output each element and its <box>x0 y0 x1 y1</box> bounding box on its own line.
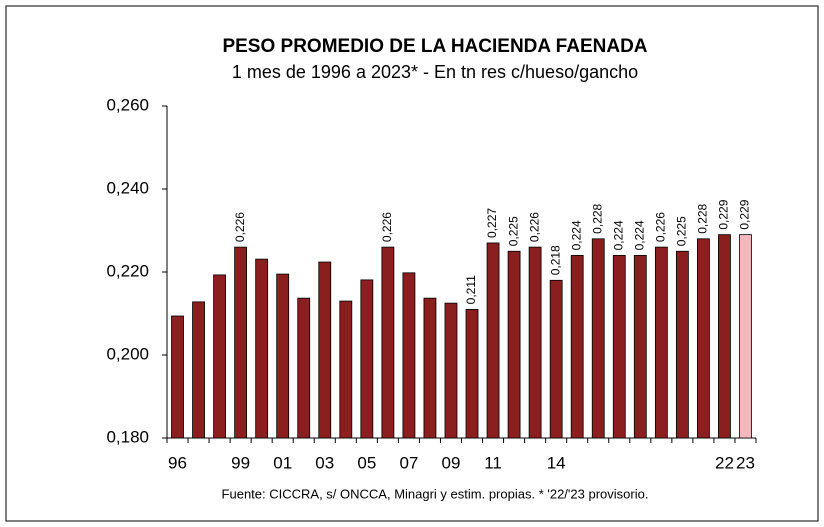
bar <box>549 279 563 439</box>
value-label: 0,211 <box>464 275 478 304</box>
value-label: 0,225 <box>675 216 689 246</box>
value-label: 0,226 <box>380 212 394 242</box>
bar <box>318 261 332 439</box>
bar <box>297 297 311 439</box>
x-tick-label: 99 <box>231 453 250 472</box>
x-tick-label: 22 <box>715 453 734 472</box>
bar <box>402 272 416 439</box>
y-tick-label: 0,240 <box>106 178 149 197</box>
bar <box>381 246 395 439</box>
value-label: 0,218 <box>548 245 562 275</box>
value-label: 0,225 <box>506 216 520 246</box>
bar <box>423 297 437 439</box>
bar <box>171 315 184 439</box>
value-label: 0,224 <box>632 220 646 250</box>
value-label: 0,226 <box>654 212 668 242</box>
bar <box>444 302 458 439</box>
bar <box>339 300 353 439</box>
x-tick-label: 11 <box>484 453 502 472</box>
x-tick-label: 14 <box>547 453 566 472</box>
value-label: 0,224 <box>611 220 625 250</box>
bar <box>507 250 521 439</box>
x-tick-label: 05 <box>357 453 376 472</box>
x-tick-label: 07 <box>399 453 418 472</box>
bar <box>234 246 248 439</box>
bar <box>213 274 226 439</box>
value-label: 0,229 <box>738 199 752 229</box>
value-label: 0,229 <box>717 199 731 229</box>
x-tick-label: 09 <box>442 453 461 472</box>
bar <box>465 308 479 439</box>
bar <box>612 254 626 439</box>
bar <box>654 246 668 439</box>
bar <box>633 254 647 439</box>
bar <box>486 242 500 439</box>
chart-title: PESO PROMEDIO DE LA HACIENDA FAENADA <box>222 36 647 57</box>
bar <box>591 238 605 439</box>
x-tick-label: 03 <box>315 453 334 472</box>
bar <box>255 258 269 439</box>
y-tick-label: 0,260 <box>106 95 149 114</box>
y-tick-label: 0,180 <box>106 427 149 446</box>
source-note: Fuente: CICCRA, s/ ONCCA, Minagri y esti… <box>222 486 649 501</box>
value-label: 0,224 <box>569 220 583 250</box>
value-label: 0,228 <box>696 203 710 233</box>
bar <box>192 301 205 439</box>
bar <box>697 238 710 439</box>
bar <box>739 234 752 439</box>
chart-subtitle: 1 mes de 1996 a 2023* - En tn res c/hues… <box>232 62 638 82</box>
value-label: 0,228 <box>590 203 604 233</box>
x-tick-label: 23 <box>736 453 755 472</box>
bar <box>718 234 731 439</box>
bar <box>360 279 374 439</box>
value-label: 0,227 <box>485 208 499 238</box>
y-tick-label: 0,200 <box>106 344 149 363</box>
value-label: 0,226 <box>527 212 541 242</box>
bar <box>675 250 689 439</box>
y-tick-label: 0,220 <box>106 261 149 280</box>
frame <box>5 5 819 522</box>
bar <box>276 273 290 439</box>
bar <box>528 246 542 439</box>
value-label: 0,226 <box>233 212 247 242</box>
bar <box>570 254 584 439</box>
x-tick-label: 01 <box>273 453 292 472</box>
x-tick-label: 96 <box>168 453 187 472</box>
